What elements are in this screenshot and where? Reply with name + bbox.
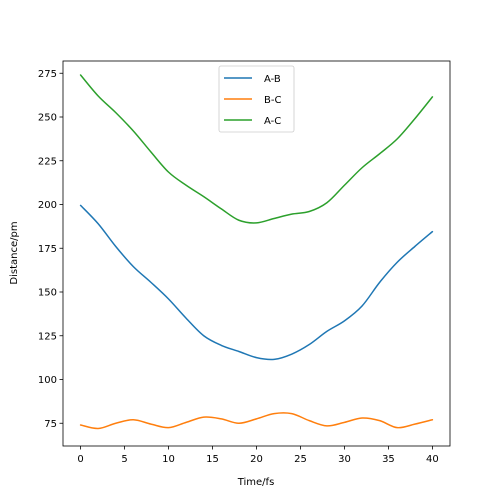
x-tick-label: 35 [382,454,395,465]
y-tick-label: 250 [38,113,57,124]
x-tick-label: 20 [250,454,263,465]
series-line-b-c [79,412,434,430]
y-tick-label: 200 [38,200,57,211]
axes-frame [62,60,451,447]
y-tick-label: 150 [38,288,57,299]
x-axis-ticks: 0 5 10 15 20 25 30 35 40 [77,446,439,465]
x-tick-label: 0 [77,454,83,465]
x-tick-label: 5 [121,454,127,465]
series-line-a-b [79,204,434,361]
series-line-a-c [79,74,434,224]
x-tick-label: 15 [206,454,219,465]
y-axis-label: Distance/pm [9,221,20,284]
legend-label: B-C [264,95,281,106]
y-tick-label: 75 [44,419,57,430]
legend-box [218,65,295,133]
y-axis-ticks: 75 100 125 150 175 200 225 250 275 [38,69,63,430]
legend-label: A-C [264,116,281,127]
x-tick-label: 40 [426,454,439,465]
legend-label: A-B [264,74,281,85]
x-tick-label: 10 [162,454,175,465]
y-tick-label: 225 [38,156,57,167]
x-axis-label: Time/fs [237,477,275,488]
legend: A-B B-C A-C [218,65,295,133]
y-tick-label: 125 [38,331,57,342]
plot-area [79,74,434,430]
y-tick-label: 175 [38,244,57,255]
x-tick-label: 25 [294,454,307,465]
x-tick-label: 30 [338,454,351,465]
y-tick-label: 275 [38,69,57,80]
y-tick-label: 100 [38,375,57,386]
